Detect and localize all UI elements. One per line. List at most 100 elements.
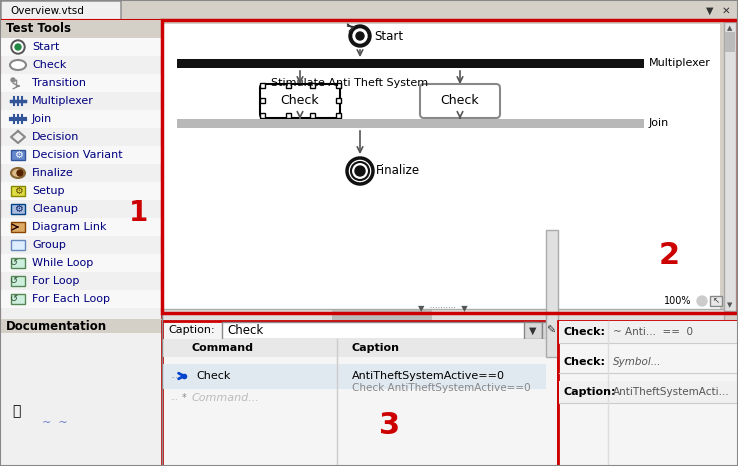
Text: ▼: ▼: [529, 325, 537, 336]
Text: For Loop: For Loop: [32, 276, 80, 286]
Bar: [1, 218, 161, 236]
Text: Multiplexer: Multiplexer: [32, 96, 94, 106]
Bar: [1, 254, 161, 272]
Bar: [524, 322, 542, 339]
Bar: [336, 113, 341, 118]
Bar: [559, 321, 737, 343]
Bar: [0, 0, 738, 20]
Bar: [162, 321, 558, 466]
Text: *: *: [182, 393, 187, 403]
Text: Transition: Transition: [32, 78, 86, 88]
Bar: [222, 322, 538, 339]
Text: Caption:: Caption:: [564, 387, 616, 397]
FancyBboxPatch shape: [11, 150, 25, 160]
Circle shape: [349, 25, 371, 47]
Text: Check: Check: [196, 371, 230, 381]
Text: AntiTheftSystemActi...: AntiTheftSystemActi...: [613, 387, 730, 397]
Bar: [286, 83, 291, 88]
Bar: [162, 309, 724, 321]
Bar: [0, 333, 162, 466]
FancyBboxPatch shape: [1, 1, 121, 20]
Text: ...: ...: [170, 393, 178, 403]
Text: ~ Anti...  ==  0: ~ Anti... == 0: [613, 327, 693, 337]
Bar: [164, 24, 720, 311]
FancyBboxPatch shape: [11, 276, 25, 286]
FancyBboxPatch shape: [11, 186, 25, 196]
Circle shape: [11, 78, 15, 82]
Bar: [1, 38, 161, 56]
Text: Documentation: Documentation: [6, 320, 107, 333]
Bar: [286, 113, 291, 118]
Bar: [260, 113, 265, 118]
Bar: [559, 381, 737, 403]
Text: ~  ~: ~ ~: [42, 418, 68, 428]
Text: Multiplexer: Multiplexer: [649, 59, 711, 69]
Ellipse shape: [10, 60, 26, 70]
Bar: [0, 20, 162, 38]
Circle shape: [697, 296, 707, 306]
Bar: [1, 74, 161, 92]
Text: Overview.vtsd: Overview.vtsd: [10, 6, 84, 15]
Bar: [177, 59, 644, 68]
Bar: [0, 319, 162, 333]
Text: Caption: Caption: [352, 343, 400, 353]
Circle shape: [353, 29, 367, 43]
Text: Join: Join: [649, 118, 669, 129]
Text: While Loop: While Loop: [32, 258, 93, 268]
Bar: [546, 230, 558, 357]
Text: ...: ...: [170, 371, 178, 381]
Text: ▼: ▼: [706, 6, 714, 16]
Text: 100%: 100%: [664, 296, 692, 306]
Text: 2: 2: [658, 241, 680, 270]
FancyBboxPatch shape: [420, 84, 500, 118]
Text: ✎: ✎: [546, 325, 556, 336]
Bar: [336, 83, 341, 88]
Bar: [542, 322, 560, 339]
Text: Caption:: Caption:: [168, 325, 215, 335]
Circle shape: [13, 42, 23, 52]
Text: Command: Command: [192, 343, 254, 353]
Text: ⚙: ⚙: [13, 204, 22, 214]
Text: Finalize: Finalize: [32, 168, 74, 178]
Text: Cleanup: Cleanup: [32, 204, 78, 214]
Text: ▼  ··········  ▼: ▼ ·········· ▼: [418, 304, 468, 314]
Bar: [710, 296, 722, 306]
Text: ↺: ↺: [10, 294, 18, 304]
Bar: [177, 119, 644, 128]
Text: Check: Check: [280, 95, 320, 108]
Bar: [0, 20, 162, 331]
Text: Check AntiTheftSystemActive==0: Check AntiTheftSystemActive==0: [352, 383, 531, 393]
Text: ✕: ✕: [722, 6, 731, 16]
Text: 📋: 📋: [12, 404, 20, 418]
Circle shape: [17, 170, 23, 176]
Bar: [1, 290, 161, 308]
Text: ↺: ↺: [10, 258, 18, 268]
Text: Setup: Setup: [32, 186, 64, 196]
Text: Command...: Command...: [192, 393, 260, 403]
Text: Check: Check: [32, 60, 66, 70]
Text: Check:: Check:: [564, 327, 606, 337]
FancyBboxPatch shape: [11, 240, 25, 250]
Text: ↺: ↺: [10, 276, 18, 286]
Text: ↖: ↖: [712, 296, 720, 306]
Text: Test Tools: Test Tools: [6, 22, 71, 35]
Text: ⚙: ⚙: [13, 150, 22, 160]
Bar: [162, 364, 546, 389]
Circle shape: [15, 44, 21, 50]
Text: Decision: Decision: [32, 132, 80, 142]
Bar: [724, 22, 736, 311]
FancyBboxPatch shape: [11, 258, 25, 268]
FancyBboxPatch shape: [11, 222, 25, 232]
Bar: [162, 339, 558, 357]
Bar: [1, 110, 161, 128]
Bar: [1, 146, 161, 164]
Text: Join: Join: [32, 114, 52, 124]
Text: ▲: ▲: [728, 25, 733, 31]
Bar: [310, 113, 315, 118]
Text: Start: Start: [374, 29, 403, 42]
Circle shape: [355, 166, 365, 176]
Bar: [162, 20, 738, 313]
Text: Check: Check: [441, 95, 479, 108]
Text: Start: Start: [32, 42, 59, 52]
Text: Check:: Check:: [564, 357, 606, 367]
